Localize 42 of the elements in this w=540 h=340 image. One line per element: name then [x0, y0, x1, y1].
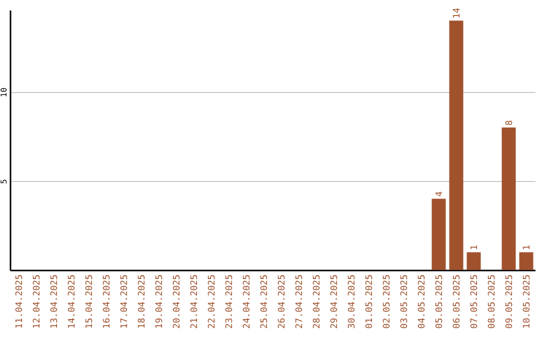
x-tick-label: 10.05.2025	[522, 274, 532, 329]
x-tick-label: 22.04.2025	[207, 274, 218, 329]
x-tick-label: 03.05.2025	[400, 274, 410, 329]
x-tick-label: 19.04.2025	[154, 274, 165, 329]
x-tick-label: 29.04.2025	[330, 274, 340, 329]
data-label: 4	[434, 191, 445, 197]
x-tick-label: 09.05.2025	[504, 274, 515, 329]
x-tick-label: 06.05.2025	[452, 274, 462, 329]
data-label: 8	[504, 120, 515, 126]
y-tick-label: 10	[0, 87, 8, 98]
x-tick-label: 15.04.2025	[84, 274, 95, 329]
bar	[466, 252, 481, 270]
y-tick-label: 5	[0, 178, 8, 184]
x-tick-label: 26.04.2025	[277, 274, 288, 329]
x-tick-label: 05.05.2025	[434, 274, 445, 329]
bar	[449, 20, 464, 270]
x-tick-label: 27.04.2025	[294, 274, 305, 329]
bar	[502, 128, 516, 270]
x-tick-label: 17.04.2025	[120, 274, 130, 329]
data-label: 1	[522, 244, 532, 250]
x-tick-label: 13.04.2025	[50, 274, 60, 329]
x-tick-label: 02.05.2025	[382, 274, 392, 329]
x-tick-label: 23.04.2025	[224, 274, 235, 329]
x-tick-label: 25.04.2025	[260, 274, 270, 329]
x-tick-label: 12.04.2025	[32, 274, 42, 329]
x-tick-label: 18.04.2025	[137, 274, 148, 329]
x-tick-label: 07.05.2025	[470, 274, 480, 329]
x-tick-label: 21.04.2025	[190, 274, 200, 329]
bar	[519, 252, 534, 270]
x-tick-label: 04.05.2025	[417, 274, 428, 329]
x-tick-label: 16.04.2025	[102, 274, 112, 329]
x-tick-label: 20.04.2025	[172, 274, 182, 329]
x-tick-label: 28.04.2025	[312, 274, 322, 329]
x-tick-label: 24.04.2025	[242, 274, 252, 329]
data-label: 1	[470, 244, 480, 250]
x-tick-label: 01.05.2025	[364, 274, 375, 329]
x-tick-label: 08.05.2025	[487, 274, 498, 329]
x-tick-label: 30.04.2025	[347, 274, 358, 329]
x-tick-label: 14.04.2025	[67, 274, 78, 329]
x-tick-label: 11.04.2025	[14, 274, 25, 329]
data-label: 14	[452, 8, 462, 19]
bar	[432, 198, 446, 270]
